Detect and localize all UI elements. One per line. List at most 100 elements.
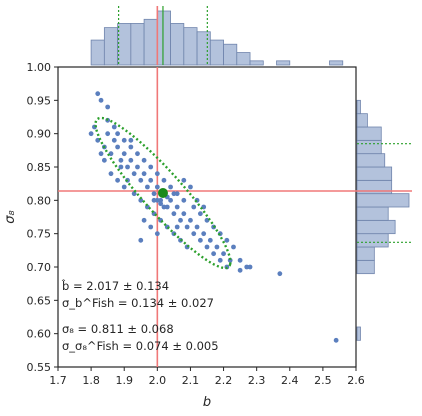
y-tick-label: 0.70: [27, 261, 52, 274]
scatter-point: [121, 137, 127, 143]
scatter-point: [118, 157, 124, 163]
b-histogram-bar: [156, 10, 171, 66]
scatter-point: [135, 151, 140, 157]
scatter-point: [138, 237, 144, 243]
b-histogram-bar: [170, 23, 185, 66]
x-tick-label: 1.7: [49, 374, 67, 387]
sigma8-histogram-bar: [356, 153, 386, 168]
scatter-point: [154, 197, 160, 203]
scatter-point: [217, 257, 223, 263]
scatter-point: [154, 184, 160, 190]
scatter-point: [174, 204, 180, 210]
scatter-point: [141, 171, 147, 177]
y-axis-label: σ₈: [3, 210, 18, 223]
annotation-s8-hat: σ₈ = 0.811 ± 0.068: [62, 322, 174, 336]
scatter-point: [197, 237, 203, 243]
sigma8-histogram-bar: [356, 259, 375, 275]
b-histogram-bar: [90, 39, 105, 66]
scatter-point: [197, 211, 203, 217]
x-tick-label: 2.5: [314, 374, 332, 387]
y-tick-label: 1.00: [27, 61, 52, 74]
scatter-point: [108, 171, 114, 177]
x-axis-ticks: 1.7 1.8 1.9 2.0 2.1 2.2 2.3 2.4 2.5 2.6: [49, 367, 365, 387]
scatter-point: [224, 237, 230, 243]
scatter-point: [333, 337, 339, 343]
b-histogram-bar: [143, 18, 158, 66]
scatter-point: [181, 177, 187, 183]
sigma8-histogram-bar: [356, 219, 396, 235]
scatter-point: [128, 137, 134, 143]
scatter-point: [121, 184, 127, 190]
x-tick-label: 2.3: [248, 374, 266, 387]
scatter-point: [204, 244, 210, 250]
scatter-point: [161, 177, 167, 183]
scatter-point: [138, 177, 144, 183]
scatter-point: [125, 164, 130, 170]
scatter-point: [201, 231, 207, 237]
fisher-ellipse: [94, 116, 232, 270]
sigma8-histogram-bar: [356, 233, 389, 248]
x-tick-label: 2.6: [347, 374, 365, 387]
scatter-point: [168, 197, 173, 203]
scatter-point: [181, 197, 187, 203]
x-tick-label: 1.9: [115, 374, 133, 387]
x-tick-label: 1.8: [82, 374, 100, 387]
annotation-s8-fisher: σ_σ₈^Fish = 0.074 ± 0.005: [62, 339, 219, 353]
y-tick-label: 0.75: [27, 228, 52, 241]
top-marginal-histogram: [90, 6, 344, 66]
scatter-point: [244, 264, 250, 270]
scatter-point: [211, 251, 217, 257]
scatter-point: [154, 231, 160, 237]
b-histogram-bar: [223, 43, 238, 66]
scatter-point: [191, 231, 197, 237]
scatter-point: [237, 257, 243, 263]
x-tick-label: 2.1: [182, 374, 200, 387]
annotation-b-fisher: σ_b^Fish = 0.134 ± 0.027: [62, 296, 214, 310]
plot-area: [57, 66, 357, 368]
b-histogram-bar: [117, 23, 132, 66]
scatter-point: [171, 211, 177, 217]
b-histogram-bar: [183, 27, 198, 66]
scatter-point: [95, 91, 101, 97]
annotation-b-hat: b̂ = 2.017 ± 0.134: [61, 279, 169, 293]
y-tick-label: 0.85: [27, 161, 52, 174]
scatter-point: [105, 131, 111, 137]
sigma8-histogram-bar: [356, 126, 382, 141]
scatter-point: [221, 251, 226, 257]
y-axis-ticks: 0.55 0.60 0.65 0.70 0.75 0.80 0.85 0.90 0.95 1.00: [27, 61, 58, 374]
scatter-point: [118, 164, 124, 170]
sigma8-histogram-bar: [356, 139, 382, 155]
fisher-mean-marker: [157, 188, 168, 198]
x-axis-label: b: [203, 395, 211, 410]
y-tick-label: 0.55: [27, 361, 52, 374]
scatter-point: [158, 201, 164, 207]
scatter-point: [138, 197, 144, 203]
scatter-point: [237, 267, 243, 273]
scatter-point: [158, 197, 164, 203]
scatter-point: [98, 151, 104, 157]
scatter-point: [115, 131, 120, 137]
scatter-point: [247, 264, 253, 270]
scatter-point: [184, 224, 190, 230]
scatter-point: [207, 237, 213, 243]
scatter-point: [148, 224, 154, 230]
scatter-point: [98, 97, 104, 103]
b-histogram-bar: [329, 60, 344, 66]
scatter-point: [164, 204, 170, 210]
scatter-point: [88, 131, 94, 137]
y-tick-label: 0.90: [27, 128, 52, 141]
scatter-point: [121, 151, 127, 157]
scatter-point: [168, 184, 173, 190]
scatter-point: [188, 184, 193, 190]
scatter-point: [148, 164, 154, 170]
scatter-point: [161, 204, 167, 210]
scatter-point: [154, 171, 160, 177]
scatter-point: [194, 224, 200, 230]
scatter-point: [188, 217, 193, 223]
x-tick-label: 2.2: [215, 374, 233, 387]
scatter-point: [231, 244, 236, 250]
scatter-point: [191, 204, 197, 210]
y-tick-label: 0.65: [27, 294, 52, 307]
scatter-point: [145, 184, 150, 190]
